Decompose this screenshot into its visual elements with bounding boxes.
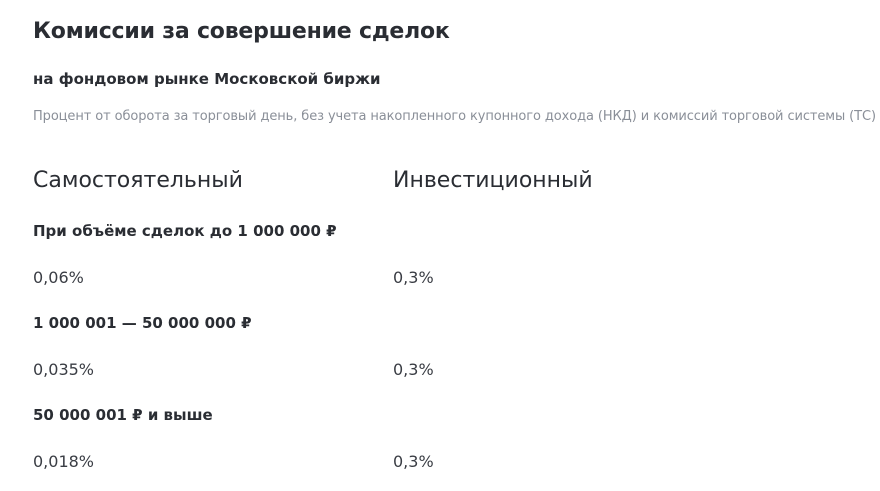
commission-section: Комиссии за совершение сделок на фондово… bbox=[33, 0, 876, 491]
section-subtitle: на фондовом рынке Московской биржи bbox=[33, 70, 381, 88]
tier-value-investment: 0,3% bbox=[393, 452, 434, 471]
tier-value-self: 0,018% bbox=[33, 452, 95, 471]
column-header-investment: Инвестиционный bbox=[393, 168, 593, 193]
tier-value-investment: 0,3% bbox=[393, 268, 434, 287]
section-note: Процент от оборота за торговый день, без… bbox=[33, 109, 876, 124]
tier-label: 50 000 001 ₽ и выше bbox=[33, 406, 213, 424]
tier-value-self: 0,035% bbox=[33, 360, 95, 379]
tier-value-self: 0,06% bbox=[33, 268, 84, 287]
section-title: Комиссии за совершение сделок bbox=[33, 19, 450, 44]
tier-label: При объёме сделок до 1 000 000 ₽ bbox=[33, 222, 337, 240]
tier-value-investment: 0,3% bbox=[393, 360, 434, 379]
tier-label: 1 000 001 — 50 000 000 ₽ bbox=[33, 314, 252, 332]
column-header-self: Самостоятельный bbox=[33, 168, 243, 193]
